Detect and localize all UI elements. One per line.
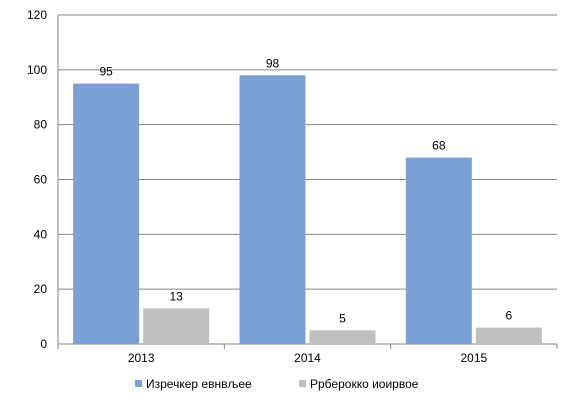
y-tick-label: 0 [40, 337, 47, 351]
data-label: 98 [266, 56, 280, 70]
bar [405, 157, 472, 344]
legend-label: Ррберокко иоирвое [310, 377, 419, 391]
data-label: 6 [505, 309, 512, 323]
data-label: 68 [432, 139, 446, 153]
y-tick-label: 120 [27, 8, 47, 22]
x-tick-label: 2015 [460, 351, 487, 365]
bar [475, 327, 542, 344]
bar [73, 83, 140, 345]
data-label: 13 [169, 289, 183, 303]
bar [143, 308, 210, 344]
legend: Изречкер евнвљее Ррберокко иоирвое [135, 377, 419, 391]
bar [239, 75, 306, 345]
y-tick-label: 60 [34, 173, 48, 187]
y-tick-label: 40 [34, 227, 48, 241]
data-label: 95 [99, 65, 113, 79]
legend-swatch [135, 380, 142, 387]
bars [73, 75, 542, 345]
axes: 0 20 40 60 80 100 120 2013 2014 2015 [27, 8, 558, 365]
x-tick-label: 2013 [128, 351, 155, 365]
data-label: 5 [339, 311, 346, 325]
legend-label: Изречкер евнвљее [146, 377, 252, 391]
gridlines [58, 14, 557, 290]
bar [309, 330, 376, 344]
y-tick-label: 20 [34, 282, 48, 296]
y-tick-label: 80 [34, 118, 48, 132]
data-labels: 95 13 98 5 68 6 [99, 56, 512, 325]
y-tick-label: 100 [27, 63, 47, 77]
legend-swatch [299, 380, 306, 387]
x-tick-label: 2014 [294, 351, 321, 365]
